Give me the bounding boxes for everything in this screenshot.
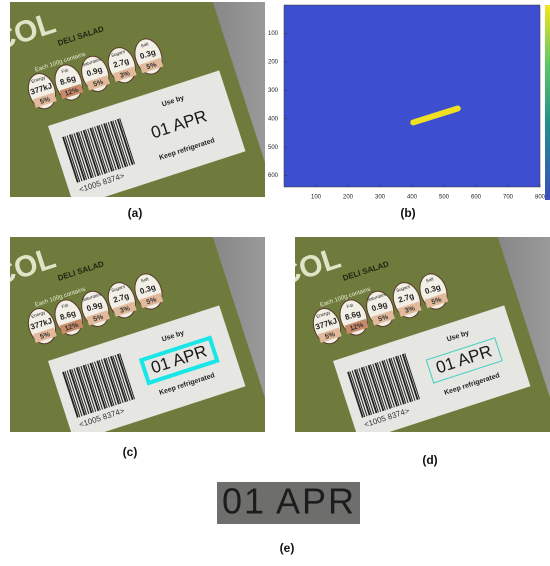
bottle: COLDELI SALADEach 100g containsEnergy377…	[229, 172, 550, 519]
y-tick-label: 600	[268, 173, 279, 179]
x-tick-label: 500	[439, 195, 450, 201]
x-tick-label: 300	[375, 195, 386, 201]
panel-label: (d)	[422, 453, 437, 467]
y-tick-label: 100	[268, 31, 279, 37]
crop-date: 01 APR	[222, 481, 354, 522]
x-tick-label: 400	[407, 195, 418, 201]
panel-label: (b)	[400, 206, 415, 220]
x-tick-label: 100	[311, 195, 322, 201]
x-tick-label: 700	[503, 195, 514, 201]
panel-label: (e)	[280, 541, 295, 555]
x-tick-label: 800	[535, 195, 546, 201]
panel-label: (c)	[123, 445, 138, 459]
y-tick-label: 400	[268, 116, 279, 122]
y-tick-label: 200	[268, 59, 279, 65]
y-tick-label: 300	[268, 88, 279, 94]
y-tick-label: 500	[268, 145, 279, 151]
panel-label: (a)	[128, 206, 143, 220]
x-tick-label: 200	[343, 195, 354, 201]
colorbar	[545, 5, 550, 200]
x-tick-label: 600	[471, 195, 482, 201]
figure: COLDELI SALADEach 100g containsEnergy377…	[0, 0, 550, 561]
page: COLDELI SALADEach 100g containsEnergy377…	[0, 0, 550, 561]
plot-area	[284, 5, 540, 187]
